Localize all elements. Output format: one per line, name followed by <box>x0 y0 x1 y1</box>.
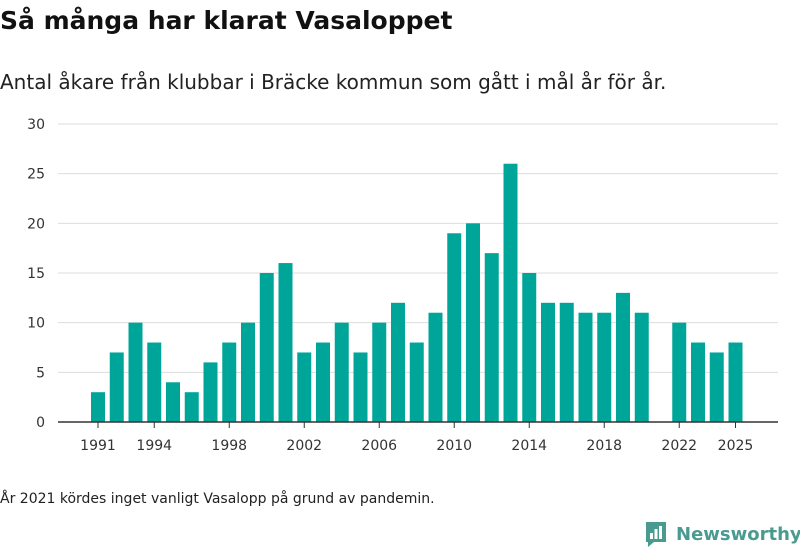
bar-2005 <box>353 352 368 422</box>
bar-2003 <box>316 342 330 422</box>
bar-2013 <box>503 163 518 422</box>
bar-2023 <box>691 342 705 422</box>
x-tick-label: 1991 <box>80 438 116 454</box>
bar-1996 <box>184 392 199 422</box>
bar-1994 <box>147 342 162 422</box>
bar-2012 <box>484 253 499 422</box>
bar-2001 <box>278 263 293 422</box>
bar-2019 <box>616 292 630 422</box>
bars <box>91 163 743 422</box>
bar-2014 <box>522 273 537 422</box>
bar-2010 <box>447 233 462 422</box>
y-tick-label: 25 <box>27 167 45 183</box>
bar-2006 <box>372 322 387 422</box>
newsworthy-logo-icon <box>646 522 666 547</box>
y-tick-label: 30 <box>27 117 45 133</box>
bar-2008 <box>409 342 424 422</box>
bar-1991 <box>91 392 105 422</box>
brand-logo: Newsworthy <box>644 519 800 549</box>
y-tick-label: 15 <box>27 266 45 282</box>
bar-2015 <box>541 302 555 422</box>
x-tick-label: 2018 <box>586 438 622 454</box>
y-tick-label: 20 <box>27 216 45 232</box>
bar-2000 <box>259 273 274 422</box>
bar-2002 <box>297 352 312 422</box>
y-tick-label: 10 <box>27 316 45 332</box>
bar-1995 <box>166 382 180 422</box>
bar-2007 <box>391 302 405 422</box>
chart-subtitle: Antal åkare från klubbar i Bräcke kommun… <box>0 70 667 94</box>
brand-name: Newsworthy <box>676 523 800 545</box>
x-tick-label: 2002 <box>286 438 322 454</box>
bar-1993 <box>128 322 143 422</box>
chart-title: Så många har klarat Vasaloppet <box>0 6 453 35</box>
bar-2016 <box>559 302 574 422</box>
x-tick-label: 2022 <box>661 438 697 454</box>
x-tick-label: 2025 <box>718 438 754 454</box>
bar-1992 <box>109 352 124 422</box>
x-tick-label: 1994 <box>136 438 172 454</box>
bar-2017 <box>578 312 593 422</box>
bar-1997 <box>203 362 218 422</box>
y-tick-label: 0 <box>36 415 45 431</box>
grid-lines <box>58 123 778 373</box>
footnote: År 2021 kördes inget vanligt Vasalopp på… <box>0 491 435 507</box>
bar-2018 <box>597 312 612 422</box>
y-tick-label: 5 <box>36 365 45 381</box>
x-tick-label: 2006 <box>361 438 397 454</box>
x-tick-label: 2014 <box>511 438 547 454</box>
x-tick-label: 1998 <box>211 438 247 454</box>
bar-2011 <box>466 223 480 422</box>
bar-2025 <box>728 342 743 422</box>
bar-1998 <box>222 342 237 422</box>
bar-2009 <box>428 312 443 422</box>
bar-2024 <box>709 352 724 422</box>
bar-1999 <box>241 322 255 422</box>
x-tick-label: 2010 <box>436 438 472 454</box>
bar-2004 <box>334 322 349 422</box>
bar-2022 <box>672 322 687 422</box>
bar-2020 <box>634 312 649 422</box>
